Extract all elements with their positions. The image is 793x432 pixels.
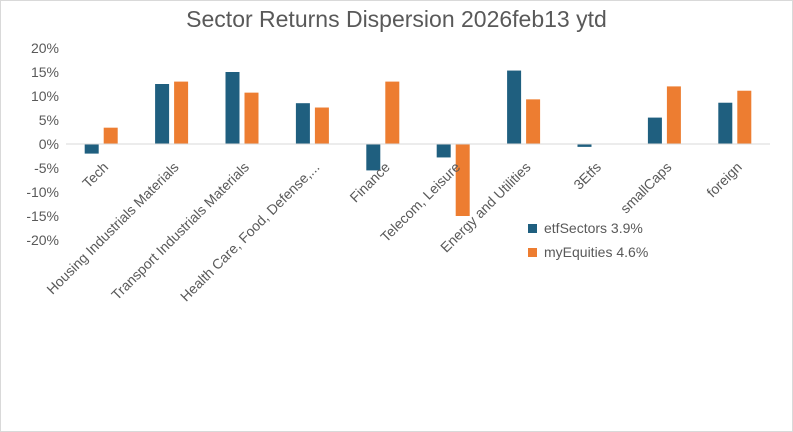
y-tick-label: 5% [39,112,59,128]
bar-myequities [314,107,329,144]
bar-myequities [385,81,400,144]
x-tick-label: 3Etfs [570,159,604,193]
x-tick-label: foreign [703,159,745,201]
y-axis: 20% 15% 10% 5% 0% -5% -10% -15% -20% [26,40,59,248]
legend-label: etfSectors 3.9% [544,220,643,236]
bar-etfsectors [647,117,662,144]
bar-etfsectors [718,102,733,144]
y-tick-label: 0% [39,136,59,152]
y-tick-label: -15% [26,208,59,224]
x-tick-label: Tech [79,159,111,191]
y-tick-label: -5% [34,160,59,176]
bar-myequities [526,99,541,144]
bar-myequities [244,92,259,144]
y-tick-label: 15% [31,64,59,80]
x-tick-label: Health Care, Food, Defense,... [177,159,323,305]
legend-swatch [528,248,537,257]
bar-myequities [174,81,189,144]
bar-myequities [737,90,752,144]
bar-myequities [666,86,681,144]
y-tick-label: 10% [31,88,59,104]
legend-swatch [528,224,537,233]
bar-etfsectors [225,72,240,144]
y-tick-label: -10% [26,184,59,200]
bar-etfsectors [436,144,451,158]
y-tick-label: 20% [31,40,59,56]
bar-etfsectors [577,144,592,147]
bar-etfsectors [507,70,522,144]
bar-etfsectors [295,103,310,144]
bar-etfsectors [155,84,170,144]
bar-myequities [455,144,470,216]
legend: etfSectors 3.9% myEquities 4.6% [528,220,648,260]
chart-title: Sector Returns Dispersion 2026feb13 ytd [186,6,607,32]
legend-label: myEquities 4.6% [544,244,648,260]
x-tick-label: Transport Industrials Materials [108,159,252,303]
x-tick-label: Housing Industrials Materials [43,159,181,297]
x-tick-label: smallCaps [617,159,675,217]
y-tick-label: -20% [26,232,59,248]
bar-etfsectors [366,144,381,171]
bars [84,70,752,216]
bar-etfsectors [84,144,99,154]
bar-myequities [103,127,118,144]
